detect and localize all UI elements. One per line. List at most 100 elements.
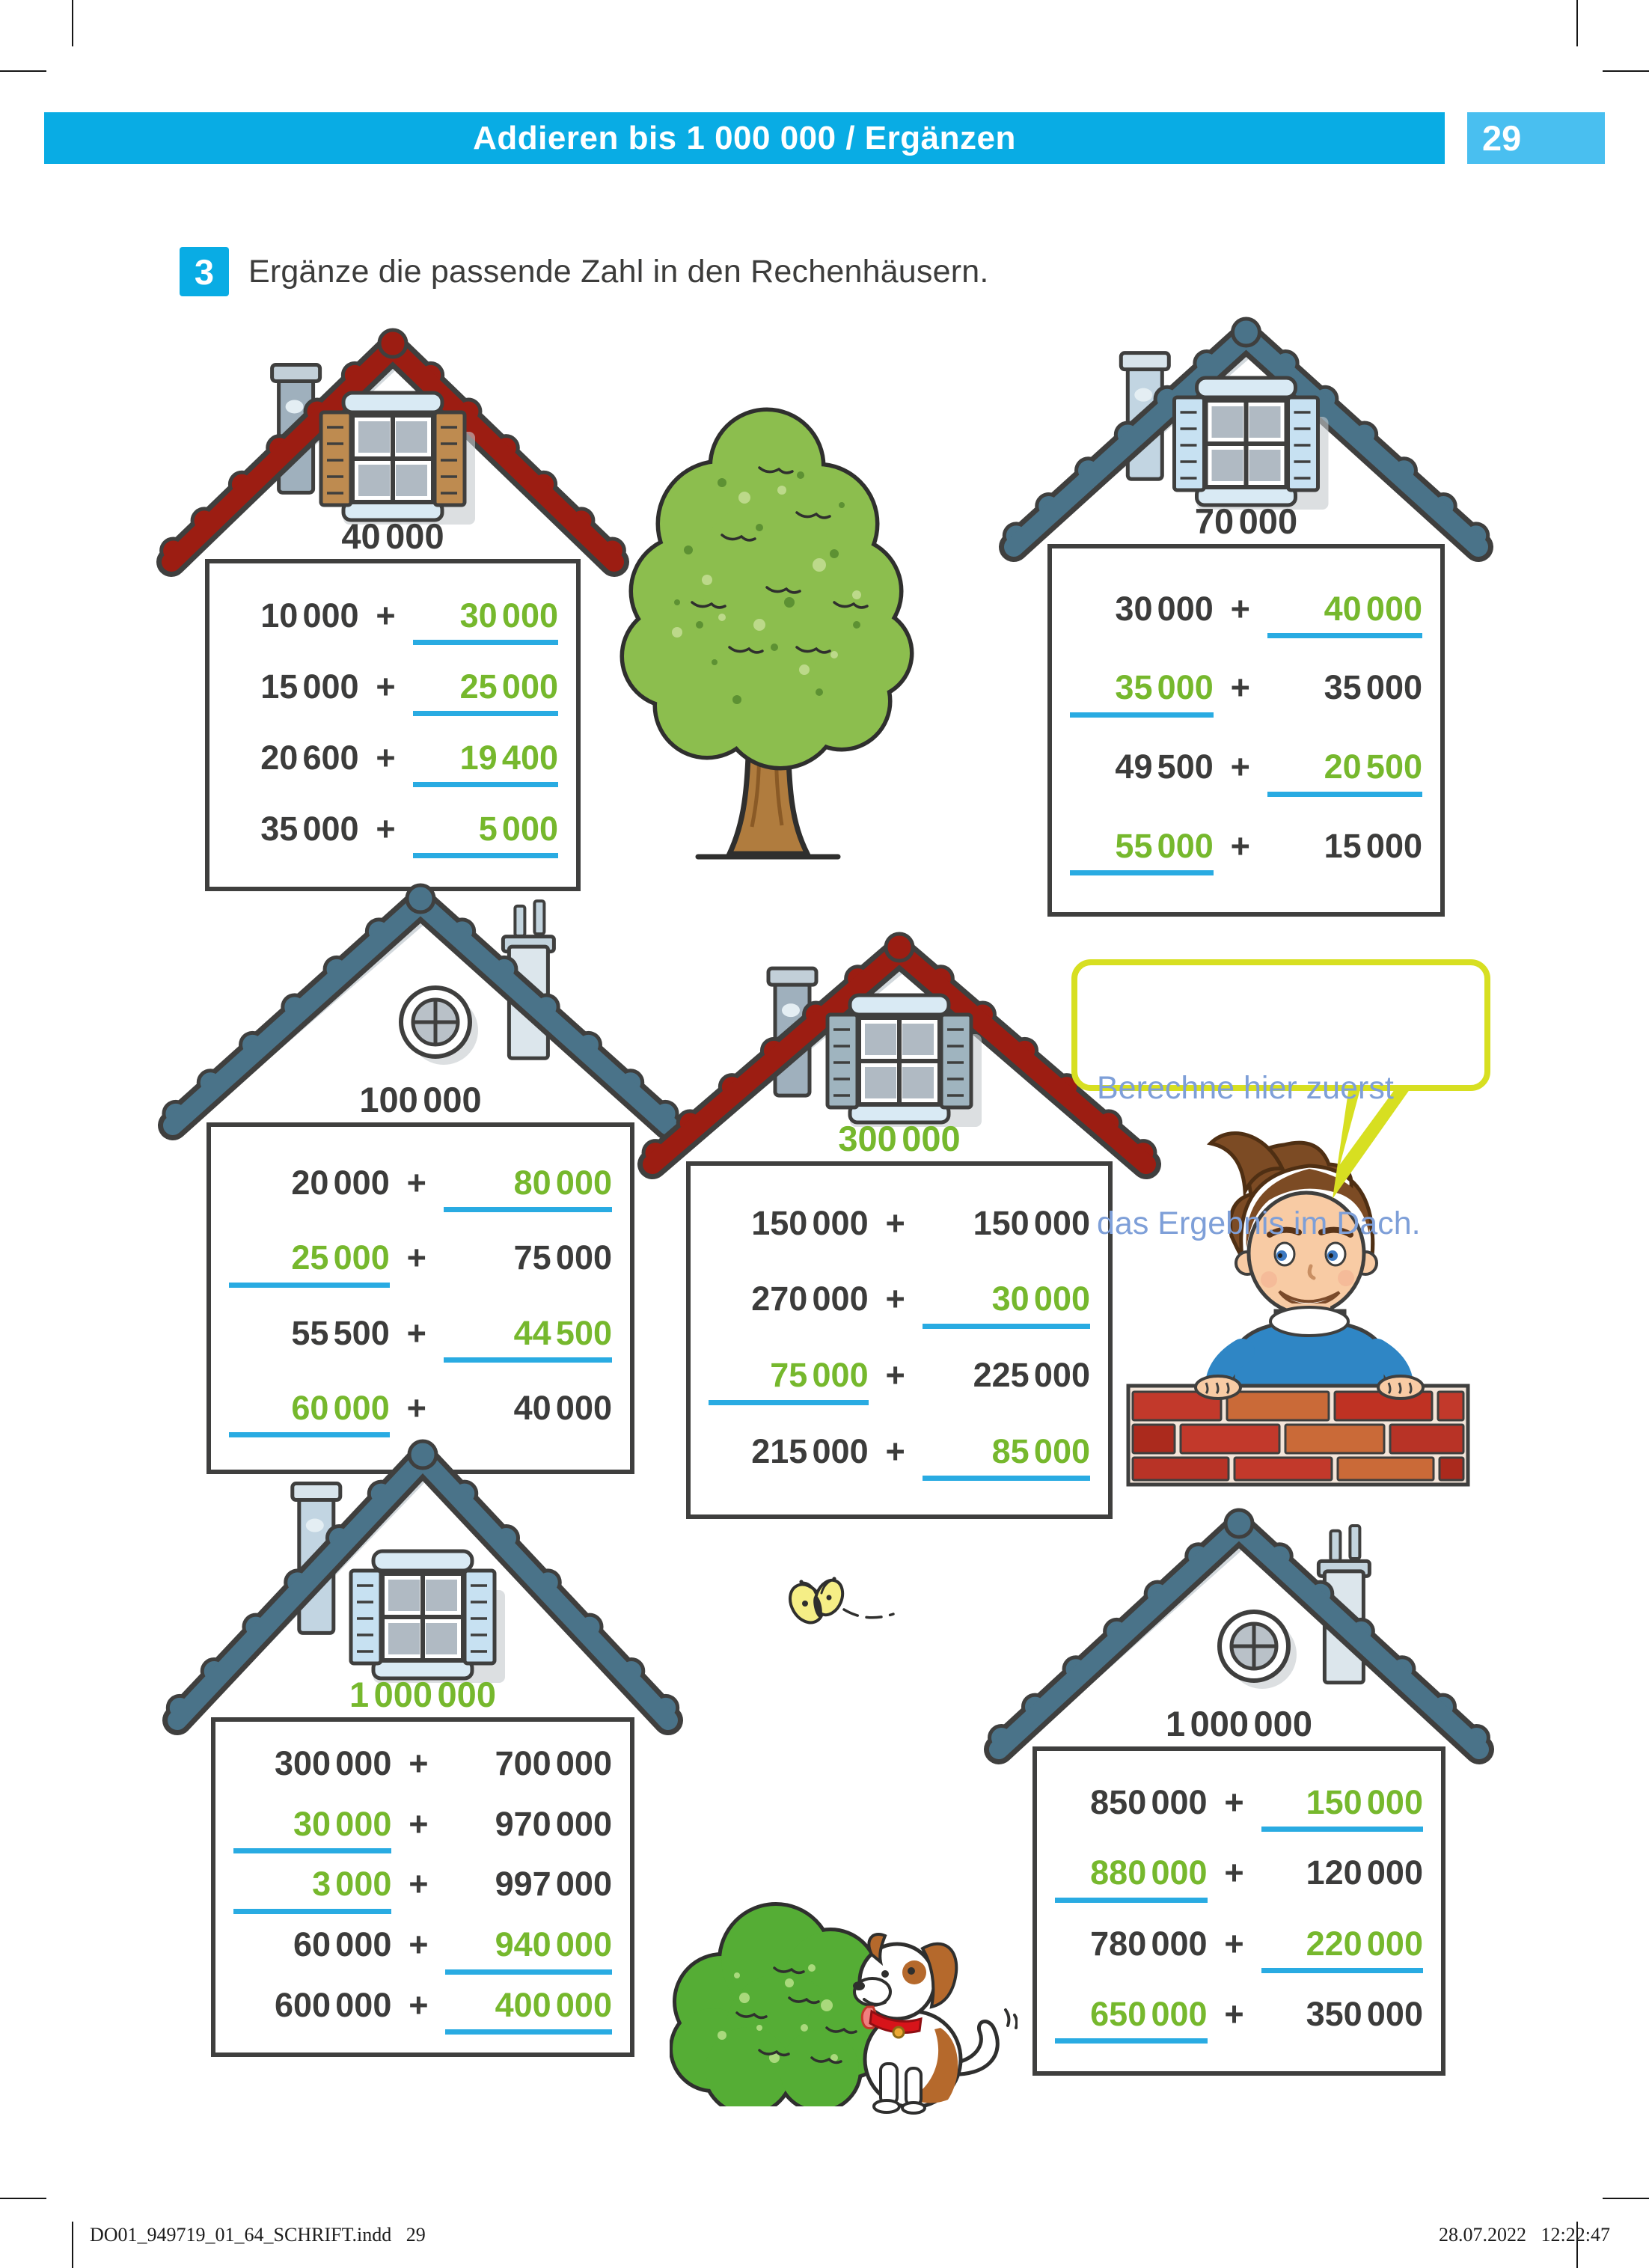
roof-sum-value: 1 000 000 xyxy=(1166,1704,1312,1743)
answer-field[interactable]: 44 500 xyxy=(443,1315,612,1363)
house-wall: 150 000 +150 000 270 000 +30 000 75 000 +225 … xyxy=(686,1161,1113,1519)
answer-field[interactable]: 5 000 xyxy=(412,811,558,859)
given-addend: 40 000 xyxy=(513,1388,612,1427)
page-title: Addieren bis 1 000 000 / Ergänzen xyxy=(473,119,1016,156)
answer-field[interactable]: 30 000 xyxy=(412,598,558,646)
crop-mark xyxy=(72,2222,73,2268)
given-addend: 700 000 xyxy=(495,1743,612,1782)
given-addend: 150 000 xyxy=(751,1203,869,1242)
answer-field[interactable]: 80 000 xyxy=(443,1165,612,1213)
math-house-2: 70 000 30 000 +40 000 35 000 +35 000 49 500 +… xyxy=(999,317,1493,917)
answer-field[interactable]: 60 000 xyxy=(229,1390,390,1437)
speech-bubble: Berechne hier zuerst das Ergebnis im Dac… xyxy=(1071,959,1490,1241)
equation-row: 10 000 +30 000 xyxy=(227,598,558,646)
plus-sign: + xyxy=(1224,1853,1244,1892)
crop-mark xyxy=(1603,70,1649,72)
plus-sign: + xyxy=(376,667,396,706)
plus-sign: + xyxy=(406,1313,426,1352)
answer-field[interactable]: 85 000 xyxy=(922,1434,1090,1482)
answer-field[interactable]: 3 000 xyxy=(233,1866,392,1914)
plus-sign: + xyxy=(409,1865,429,1904)
tree-illustration xyxy=(619,407,914,860)
answer-field[interactable]: 55 000 xyxy=(1070,828,1214,876)
math-house-3: 100 000 20 000 +80 000 25 000 +75 000 55 500… xyxy=(158,883,683,1474)
answer-field[interactable]: 650 000 xyxy=(1055,1996,1208,2044)
crop-mark xyxy=(1576,0,1578,46)
crop-mark xyxy=(0,2198,46,2199)
given-addend: 75 000 xyxy=(513,1238,612,1277)
answer-field[interactable]: 30 000 xyxy=(922,1281,1090,1329)
plus-sign: + xyxy=(1230,589,1250,628)
plus-sign: + xyxy=(409,1986,429,2025)
dog-ear xyxy=(920,1942,958,2009)
given-addend: 35 000 xyxy=(260,809,359,848)
answer-field[interactable]: 25 000 xyxy=(412,669,558,717)
plus-sign: + xyxy=(1224,1924,1244,1963)
plus-sign: + xyxy=(1230,827,1250,866)
boy-smile xyxy=(1278,1290,1341,1307)
answer-field[interactable]: 220 000 xyxy=(1261,1925,1423,1973)
speech-bubble-tail xyxy=(1333,1086,1412,1199)
task-instruction: Ergänze die passende Zahl in den Rechenh… xyxy=(248,253,989,290)
speech-bubble-line: das Ergebnis im Dach. xyxy=(1097,1205,1421,1241)
plus-sign: + xyxy=(406,1164,426,1202)
plus-sign: + xyxy=(376,738,396,777)
boy-hair-quiff xyxy=(1206,1131,1286,1198)
house-wall: 10 000 +30 000 15 000 +25 000 20 600 +19 400 3… xyxy=(205,559,581,891)
given-addend: 60 000 xyxy=(293,1925,392,1964)
equation-row: 850 000 +150 000 xyxy=(1055,1783,1423,1833)
given-addend: 780 000 xyxy=(1090,1924,1208,1963)
answer-field[interactable]: 35 000 xyxy=(1070,670,1214,718)
equation-row: 49 500 +20 500 xyxy=(1070,748,1422,797)
dog-collar xyxy=(869,2009,923,2034)
dog-tail xyxy=(943,2020,1000,2076)
given-addend: 997 000 xyxy=(495,1865,612,1904)
answer-field[interactable]: 25 000 xyxy=(229,1240,390,1288)
given-addend: 20 000 xyxy=(291,1164,390,1202)
equation-row: 3 000 +997 000 xyxy=(233,1865,612,1914)
dog-illustration xyxy=(853,1933,1018,2115)
given-addend: 49 500 xyxy=(1115,748,1214,786)
bush-illustration xyxy=(670,1902,893,2106)
roof-sum-value: 70 000 xyxy=(1194,501,1298,541)
math-house-5: 1 000 000 300 000 +700 000 30 000 +970 000 3… xyxy=(162,1439,683,2057)
answer-field[interactable]: 19 400 xyxy=(412,740,558,788)
math-house-1: 40 000 10 000 +30 000 15 000 +25 000 20 600 +… xyxy=(156,328,629,891)
answer-field[interactable]: 40 000 xyxy=(1267,590,1422,638)
given-addend: 970 000 xyxy=(495,1804,612,1843)
equation-row: 75 000 +225 000 xyxy=(709,1356,1090,1405)
brick-wall-illustration xyxy=(1126,1384,1470,1487)
plus-sign: + xyxy=(885,1356,905,1395)
crop-mark xyxy=(1603,2198,1649,2199)
given-addend: 120 000 xyxy=(1306,1853,1423,1892)
plus-sign: + xyxy=(1224,1783,1244,1821)
given-addend: 55 500 xyxy=(291,1313,390,1352)
plus-sign: + xyxy=(409,1743,429,1782)
answer-field[interactable]: 30 000 xyxy=(233,1806,392,1853)
answer-field[interactable]: 75 000 xyxy=(709,1357,869,1405)
answer-field[interactable]: 400 000 xyxy=(445,1987,612,2035)
answer-field[interactable]: 20 500 xyxy=(1267,749,1422,797)
given-addend: 15 000 xyxy=(1324,827,1422,866)
equation-row: 20 000 +80 000 xyxy=(229,1164,612,1213)
equation-row: 60 000 +940 000 xyxy=(233,1925,612,1975)
answer-field[interactable]: 150 000 xyxy=(1261,1785,1423,1833)
footer-filename: DO01_949719_01_64_SCHRIFT.indd 29 xyxy=(90,2224,426,2246)
plus-sign: + xyxy=(409,1804,429,1843)
plus-sign: + xyxy=(885,1432,905,1471)
given-addend: 600 000 xyxy=(275,1986,392,2025)
given-addend: 350 000 xyxy=(1306,1994,1423,2033)
equation-row: 25 000 +75 000 xyxy=(229,1238,612,1288)
roof-sum-value: 300 000 xyxy=(838,1119,961,1158)
given-addend: 30 000 xyxy=(1115,589,1214,628)
plus-sign: + xyxy=(885,1203,905,1242)
butterfly-illustration xyxy=(789,1577,895,1624)
answer-field[interactable]: 880 000 xyxy=(1055,1855,1208,1903)
equation-row: 650 000 +350 000 xyxy=(1055,1996,1423,2044)
plus-sign: + xyxy=(885,1280,905,1318)
task-line: 3 Ergänze die passende Zahl in den Reche… xyxy=(180,247,989,296)
answer-field[interactable]: 940 000 xyxy=(445,1927,612,1975)
roof-sum-value: 100 000 xyxy=(359,1080,482,1119)
equation-row: 35 000 +35 000 xyxy=(1070,670,1422,718)
plus-sign: + xyxy=(406,1238,426,1277)
